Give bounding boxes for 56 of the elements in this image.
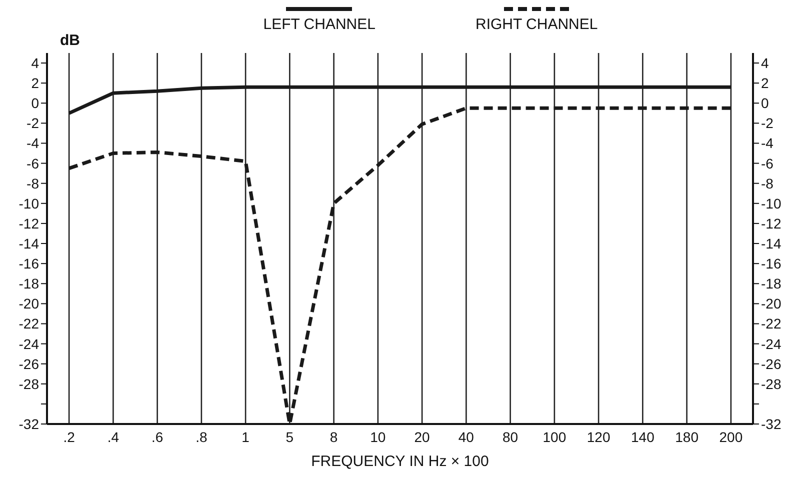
y-tick-label: -28 (18, 376, 40, 392)
y-tick-label: -8 (26, 175, 40, 192)
x-tick-label: .4 (107, 428, 120, 445)
y-tick-label: -14 (18, 235, 40, 252)
y-tick-label: -18 (18, 276, 40, 292)
y-tick-label: -16 (18, 256, 40, 272)
y2-tick-label: -26 (761, 356, 782, 372)
x-tick-label: 40 (458, 428, 474, 445)
y-tick-label: -4 (26, 135, 40, 152)
x-tick-label: 20 (414, 428, 430, 445)
y2-tick-label: -20 (761, 296, 782, 312)
y2-tick-label: -2 (761, 115, 774, 132)
y2-tick-label: -24 (761, 336, 782, 352)
y-tick-label: -10 (18, 195, 40, 212)
y2-tick-label: -6 (761, 155, 774, 172)
y-tick-label: -12 (18, 215, 40, 232)
y2-tick-label: -8 (761, 175, 774, 192)
legend-label: LEFT CHANNEL (263, 16, 376, 33)
x-tick-label: 80 (502, 428, 518, 445)
x-tick-label: 10 (370, 428, 386, 445)
y-axis-title: dB (60, 32, 80, 49)
y2-tick-label: 0 (761, 95, 769, 112)
y-tick-label: -6 (26, 155, 40, 172)
y-tick-label: -20 (18, 296, 40, 312)
x-tick-label: 5 (286, 428, 294, 445)
y-tick-label: -26 (18, 356, 40, 372)
x-tick-label: .2 (63, 428, 76, 445)
y-tick-label: -2 (26, 115, 40, 132)
x-tick-label: 8 (330, 428, 338, 445)
y2-tick-label: -12 (761, 215, 782, 232)
y-tick-label: 0 (31, 95, 40, 112)
y2-tick-label: -18 (761, 276, 782, 292)
y-tick-label: -22 (18, 316, 40, 332)
y-tick-label: -24 (18, 336, 40, 352)
y-tick-label: -32 (18, 416, 40, 432)
x-tick-label: 180 (675, 428, 699, 445)
y2-tick-label: -4 (761, 135, 774, 152)
x-tick-label: 100 (542, 428, 566, 445)
x-tick-label: 1 (242, 428, 250, 445)
x-axis-title: FREQUENCY IN Hz × 100 (311, 453, 489, 470)
x-tick-label: .6 (151, 428, 164, 445)
y2-tick-label: -22 (761, 316, 782, 332)
x-tick-label: 140 (631, 428, 655, 445)
x-tick-label: .8 (196, 428, 208, 445)
y2-tick-label: -10 (761, 195, 782, 212)
y-tick-label: 2 (31, 75, 40, 92)
y2-tick-label: -32 (761, 416, 782, 432)
y2-tick-label: -16 (761, 256, 782, 272)
y-tick-label: 4 (31, 54, 40, 71)
x-tick-label: 200 (719, 428, 743, 445)
x-tick-label: 120 (586, 428, 610, 445)
y2-tick-label: -28 (761, 376, 782, 392)
legend-label: RIGHT CHANNEL (476, 16, 598, 33)
y2-tick-label: 2 (761, 75, 769, 92)
y2-tick-label: 4 (761, 54, 769, 71)
y2-tick-label: -14 (761, 235, 782, 252)
